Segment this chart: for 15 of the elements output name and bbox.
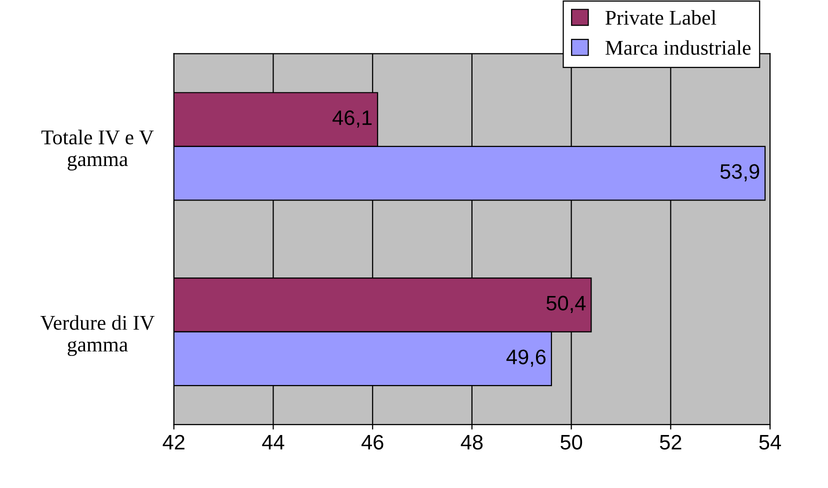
x-tick-label: 50	[560, 434, 582, 450]
y-tick-label: Verdure di IV gamma	[40, 315, 155, 356]
legend-label: Marca industriale	[606, 40, 751, 55]
x-tick-label: 54	[759, 435, 782, 450]
legend-label: Private Label	[606, 10, 716, 25]
text: 53,9	[720, 164, 760, 182]
text: 50,4	[546, 296, 586, 314]
x-tick-label: 44	[262, 435, 284, 450]
y-tick-label: Totale IV e V gamma	[41, 130, 154, 170]
text: 46,1	[332, 110, 372, 128]
text: 49,6	[506, 350, 546, 367]
x-tick-label: 46	[361, 434, 384, 450]
x-tick-label: 42	[162, 434, 184, 450]
x-tick-label: 48	[460, 434, 483, 450]
x-tick-label: 52	[660, 434, 682, 450]
